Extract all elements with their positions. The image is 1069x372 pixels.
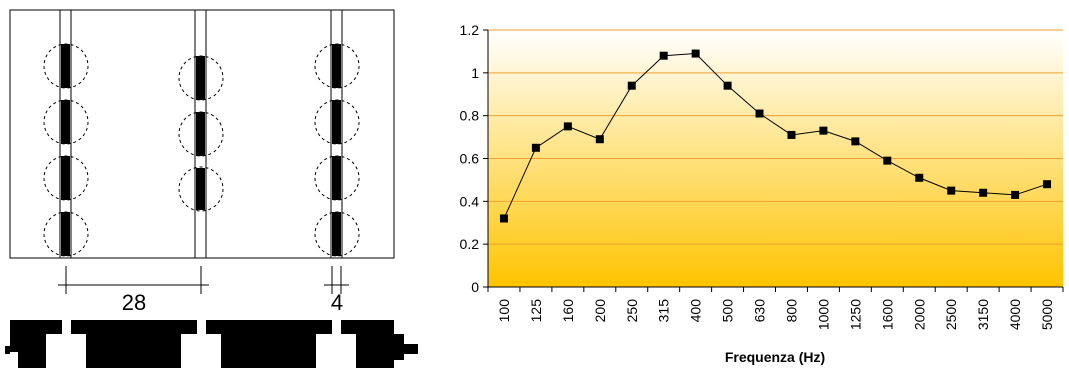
y-tick-label: 0.8 bbox=[460, 108, 480, 124]
y-tick-label: 1 bbox=[471, 65, 479, 81]
dimension-label-4: 4 bbox=[331, 290, 343, 315]
absorption-chart: 0 0.2 0.4 0.6 0.8 1 1.2 100 125 160 200 250 315 400 50… bbox=[440, 0, 1069, 372]
dimension-28: 28 bbox=[58, 266, 209, 315]
y-tick-label: 1.2 bbox=[460, 22, 480, 38]
x-tick-label: 200 bbox=[592, 299, 608, 323]
panel-diagram: 28 4 bbox=[0, 0, 440, 372]
x-tick-label: 160 bbox=[560, 299, 576, 323]
x-tick-label: 4000 bbox=[1007, 299, 1023, 330]
x-tick-label: 630 bbox=[752, 299, 768, 323]
data-point bbox=[756, 110, 764, 118]
data-point bbox=[532, 144, 540, 152]
x-tick-label: 3150 bbox=[975, 299, 991, 330]
data-point bbox=[596, 135, 604, 143]
x-tick-label: 100 bbox=[496, 299, 512, 323]
cross-section bbox=[5, 320, 418, 368]
x-tick-label: 1250 bbox=[847, 299, 863, 330]
data-point bbox=[564, 122, 572, 130]
x-tick-label: 5000 bbox=[1039, 299, 1055, 330]
y-tick-label: 0.2 bbox=[460, 236, 480, 252]
x-tick-label: 1000 bbox=[815, 299, 831, 330]
data-point bbox=[883, 157, 891, 165]
data-point bbox=[628, 82, 636, 90]
x-tick-label: 125 bbox=[528, 299, 544, 323]
x-tick-label: 500 bbox=[720, 299, 736, 323]
y-tick-label: 0.6 bbox=[460, 151, 480, 167]
x-tick-label: 400 bbox=[688, 299, 704, 323]
data-point bbox=[819, 127, 827, 135]
dimension-label-28: 28 bbox=[122, 290, 146, 315]
data-point bbox=[947, 187, 955, 195]
data-point bbox=[724, 82, 732, 90]
x-tick-label: 1600 bbox=[879, 299, 895, 330]
data-point bbox=[915, 174, 923, 182]
x-tick-label: 315 bbox=[656, 299, 672, 323]
x-tick-label: 800 bbox=[783, 299, 799, 323]
data-point bbox=[787, 131, 795, 139]
x-tick-label: 250 bbox=[624, 299, 640, 323]
x-axis-title: Frequenza (Hz) bbox=[725, 349, 825, 365]
y-tick-label: 0 bbox=[471, 279, 479, 295]
dimension-4: 4 bbox=[324, 266, 349, 315]
data-point bbox=[1011, 191, 1019, 199]
data-point bbox=[660, 52, 668, 60]
data-point bbox=[692, 50, 700, 58]
x-tick-label: 2500 bbox=[943, 299, 959, 330]
x-tick-label: 2000 bbox=[911, 299, 927, 330]
y-tick-label: 0.4 bbox=[460, 193, 480, 209]
data-point bbox=[851, 137, 859, 145]
data-point bbox=[1043, 180, 1051, 188]
data-point bbox=[500, 214, 508, 222]
data-point bbox=[979, 189, 987, 197]
